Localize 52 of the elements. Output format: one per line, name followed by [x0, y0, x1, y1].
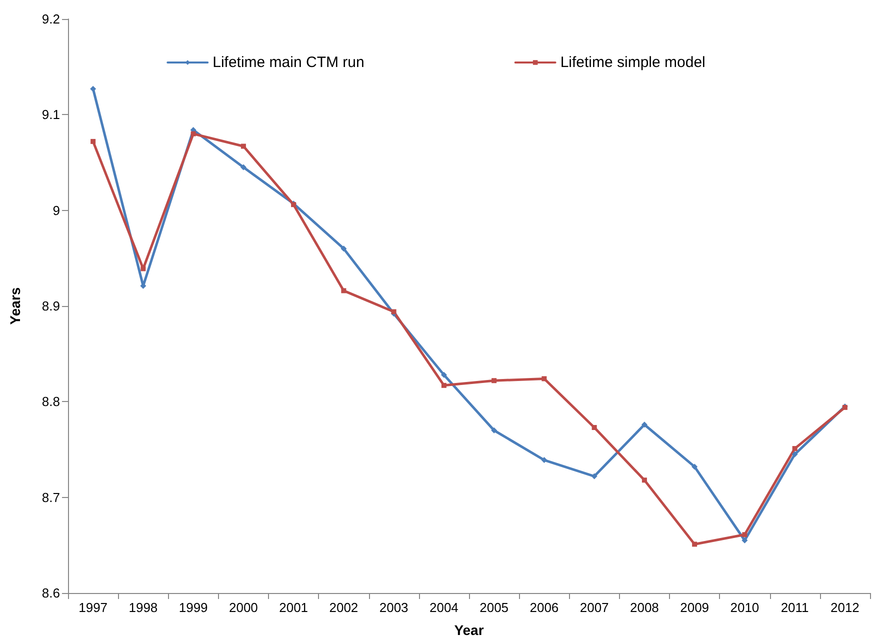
x-tick-label: 2012 — [830, 600, 860, 615]
x-tick-label: 2011 — [780, 600, 809, 615]
x-axis-title: Year — [454, 622, 484, 638]
point — [240, 144, 246, 149]
point — [792, 446, 798, 452]
x-tick-label: 2007 — [580, 600, 609, 615]
point — [742, 537, 748, 544]
y-tick-label: 9.1 — [42, 107, 60, 122]
x-tick-label: 1999 — [178, 600, 208, 615]
point — [792, 451, 798, 458]
point — [140, 266, 146, 272]
point — [340, 246, 347, 252]
y-tick-label: 8.9 — [42, 298, 60, 314]
x-tick-label: 2009 — [680, 600, 710, 615]
point — [491, 427, 498, 434]
point — [541, 457, 548, 464]
point — [692, 542, 698, 547]
point — [341, 288, 346, 294]
x-tick-label: 2006 — [530, 600, 559, 615]
x-tick-label: 2000 — [228, 600, 258, 615]
point — [592, 424, 597, 430]
point — [240, 164, 246, 170]
x-tick-label: 2008 — [630, 600, 659, 615]
x-tick-label: 1998 — [128, 600, 158, 615]
point — [692, 464, 698, 470]
point — [642, 478, 647, 483]
point — [591, 473, 598, 480]
x-tick-label: 1997 — [78, 600, 108, 615]
x-tick-label: 2001 — [279, 600, 308, 615]
y-tick-label: 8.6 — [42, 586, 60, 600]
point — [542, 376, 547, 382]
point — [742, 532, 748, 538]
y-tick-label: 8.7 — [42, 490, 60, 505]
y-tick-label: 9 — [52, 202, 60, 218]
x-tick-label: 2005 — [480, 600, 509, 615]
x-tick-label: 2002 — [329, 600, 358, 615]
legend-label: Lifetime simple model — [560, 54, 706, 71]
x-tick-label: 2003 — [379, 600, 408, 615]
point — [441, 382, 446, 388]
point — [90, 138, 96, 144]
point — [190, 131, 196, 136]
x-tick-label: 2010 — [730, 600, 760, 615]
point — [440, 372, 447, 378]
point — [90, 86, 96, 92]
point — [492, 378, 497, 384]
y-tick-label: 8.8 — [42, 394, 60, 410]
point — [641, 422, 648, 428]
y-axis-title: Years — [7, 287, 23, 325]
point — [391, 309, 396, 314]
y-tick-label: 9.2 — [42, 12, 60, 26]
legend-label: Lifetime main CTM run — [212, 54, 364, 71]
x-tick-label: 2004 — [429, 600, 458, 615]
